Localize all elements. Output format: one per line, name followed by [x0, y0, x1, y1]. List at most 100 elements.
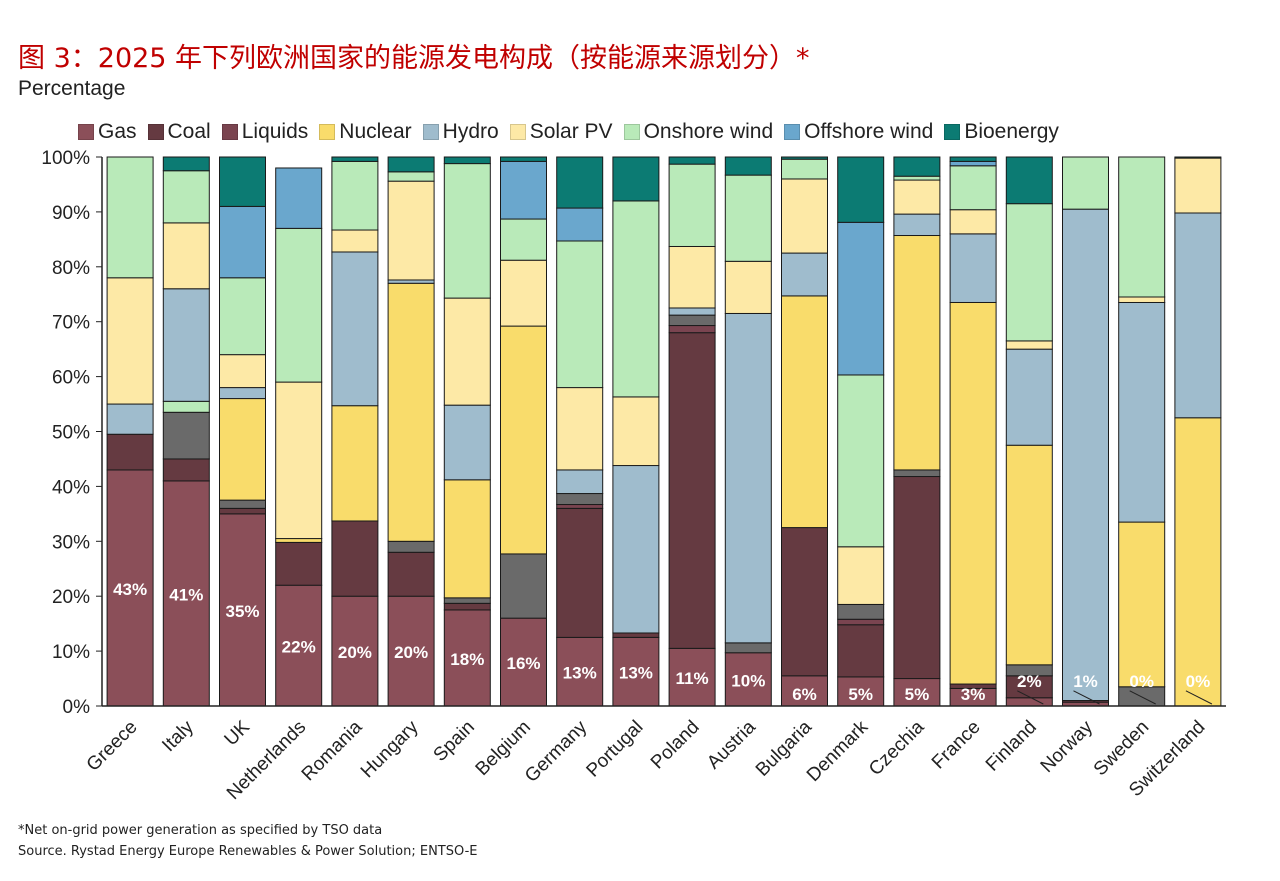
- legend-item-nuclear: Nuclear: [319, 120, 412, 144]
- x-tick-label: Portugal: [583, 717, 648, 782]
- bar-segment-nuclear: [331, 405, 379, 522]
- gas-value-label: 0%: [1129, 672, 1154, 691]
- bar-segment-solar-pv: [724, 260, 772, 314]
- bar-segment-onshore-wind: [387, 171, 435, 182]
- bar-segment-gas: [162, 480, 210, 707]
- bar-segment-other: [500, 553, 547, 619]
- legend-item-onshore-wind: Onshore wind: [623, 120, 773, 144]
- bar-segment-coal: [781, 527, 828, 677]
- x-tick-label: France: [928, 717, 985, 774]
- bar-segment-solar-pv: [1174, 157, 1222, 214]
- bar-segment-offshore-wind: [837, 221, 885, 376]
- source-note: Source. Rystad Energy Europe Renewables …: [18, 844, 478, 859]
- bar-segment-gas: [1005, 697, 1053, 707]
- bar-segment-nuclear: [1005, 444, 1053, 666]
- bar-segment-hydro: [668, 307, 716, 316]
- y-tick-label: 90%: [52, 203, 90, 224]
- bar-segment-gas: [668, 647, 716, 707]
- bar-segment-other: [837, 603, 885, 620]
- y-tick-label: 0%: [63, 697, 91, 718]
- bar-segment-hydro: [1174, 212, 1222, 419]
- bar-segment-gas: [106, 469, 154, 707]
- bar-segment-nuclear: [275, 538, 323, 543]
- gas-value-label: 43%: [113, 580, 147, 599]
- x-tick-label: UK: [221, 716, 255, 750]
- bar-segment-onshore-wind: [1118, 156, 1166, 298]
- bar-segment-nuclear: [781, 295, 828, 529]
- y-tick-label: 10%: [52, 642, 90, 663]
- bar-segment-coal: [162, 458, 210, 482]
- bar-segment-bioenergy: [387, 156, 435, 173]
- bar-segment-onshore-wind: [106, 156, 154, 279]
- x-tick-label: Hungary: [357, 716, 423, 782]
- bar-segment-onshore-wind: [1005, 203, 1053, 342]
- bar-segment-coal: [106, 433, 154, 471]
- bar-segment-solar-pv: [893, 179, 941, 215]
- bar-segment-coal: [219, 507, 266, 515]
- bar-segment-solar-pv: [219, 354, 266, 389]
- y-tick-label: 80%: [52, 258, 90, 279]
- bar-segment-nuclear: [893, 235, 941, 471]
- y-tick-label: 40%: [52, 477, 90, 498]
- bar-segment-nuclear: [443, 479, 491, 599]
- bar-segment-onshore-wind: [893, 175, 941, 181]
- bar-segment-bioenergy: [331, 156, 379, 162]
- legend-swatch: [623, 124, 640, 140]
- bar-segment-gas: [500, 617, 547, 707]
- legend-swatch: [221, 124, 238, 140]
- bar-segment-nuclear: [1174, 417, 1222, 707]
- legend-label: Offshore wind: [804, 120, 934, 143]
- bar-segment-onshore-wind: [443, 163, 491, 299]
- gas-label-leader: [1017, 690, 1044, 705]
- x-tick-label: Germany: [521, 716, 591, 786]
- bar-segment-solar-pv: [837, 546, 885, 605]
- legend-swatch: [147, 124, 164, 140]
- bar-segment-offshore-wind: [949, 160, 997, 167]
- bar-segment-solar-pv: [387, 180, 435, 281]
- gas-value-label: 5%: [905, 685, 930, 704]
- bar-segment-liquids: [668, 325, 716, 334]
- bar-segment-onshore-wind: [331, 160, 379, 231]
- bar-segment-coal: [556, 507, 604, 638]
- bar-segment-onshore-wind: [612, 200, 660, 398]
- bar-segment-bioenergy: [724, 156, 772, 176]
- bar-segment-bioenergy: [893, 156, 941, 177]
- gas-value-label: 20%: [338, 643, 372, 662]
- bar-segment-solar-pv: [1118, 296, 1166, 303]
- legend-item-hydro: Hydro: [422, 120, 499, 144]
- bar-segment-bioenergy: [443, 156, 491, 165]
- legend-item-bioenergy: Bioenergy: [944, 120, 1059, 144]
- bar-segment-liquids: [556, 504, 604, 509]
- x-tick-label: Czechia: [865, 716, 929, 780]
- bar-segment-offshore-wind: [219, 205, 266, 279]
- bar-segment-onshore-wind: [781, 158, 828, 180]
- bar-segment-hydro: [219, 387, 266, 400]
- bar-segment-solar-pv: [106, 277, 154, 405]
- bar-segment-offshore-wind: [500, 160, 547, 220]
- bar-segment-hydro: [162, 288, 210, 402]
- bar-segment-other: [724, 642, 772, 654]
- bar-segment-hydro: [612, 465, 660, 634]
- legend-swatch: [78, 124, 94, 140]
- legend-swatch: [509, 124, 526, 140]
- bar-segment-gas: [893, 678, 941, 707]
- y-tick-label: 70%: [52, 313, 90, 334]
- bar-segment-solar-pv: [949, 209, 997, 235]
- x-tick-label: Romania: [298, 716, 367, 785]
- bar-segment-bioenergy: [781, 156, 828, 160]
- legend-label: Solar PV: [529, 120, 613, 143]
- x-tick-label: Greece: [83, 717, 142, 776]
- y-tick-label: 50%: [52, 423, 90, 444]
- legend-item-solar-pv: Solar PV: [509, 120, 613, 144]
- gas-label-leader: [1185, 690, 1213, 705]
- bar-segment-bioenergy: [556, 156, 604, 209]
- gas-value-label: 18%: [450, 650, 484, 669]
- bar-segment-coal: [612, 632, 660, 638]
- bar-segment-hydro: [556, 469, 604, 495]
- bar-segment-gas: [781, 675, 828, 707]
- bar-segment-solar-pv: [443, 297, 491, 406]
- x-tick-label: Austria: [703, 716, 760, 773]
- bar-segment-onshore-wind: [219, 277, 266, 356]
- bar-segment-other: [219, 499, 266, 509]
